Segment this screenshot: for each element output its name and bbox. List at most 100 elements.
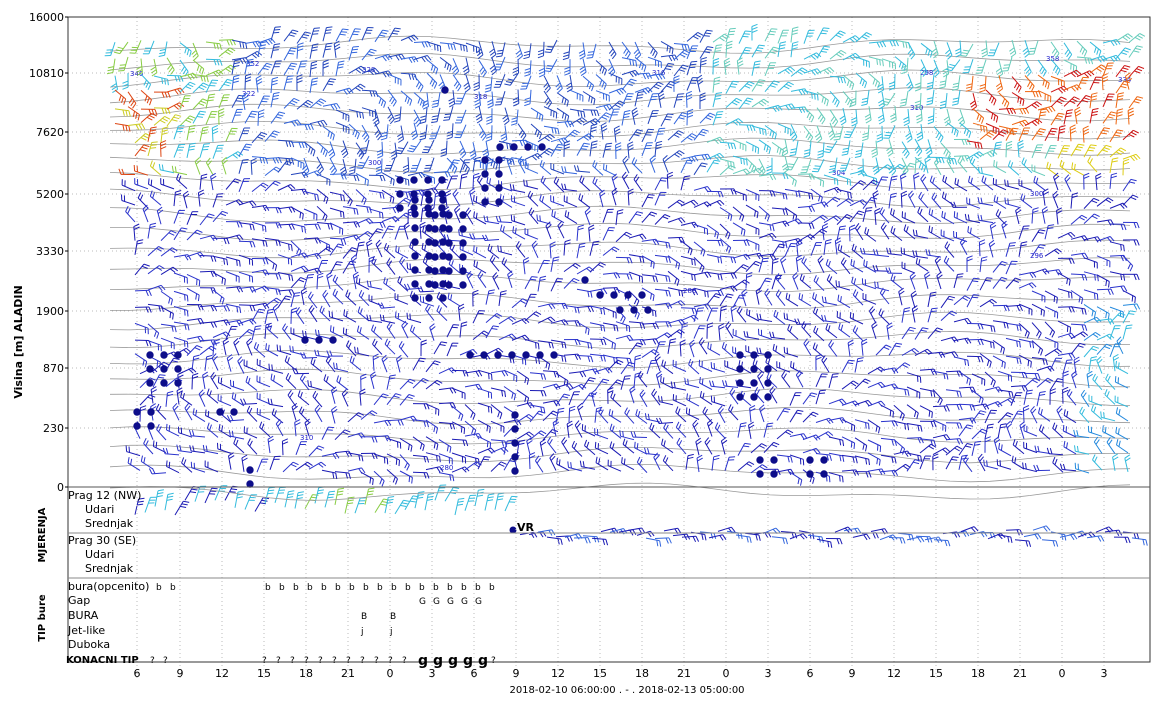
wind-barb-flag bbox=[459, 229, 460, 235]
wind-barb bbox=[759, 223, 773, 225]
wind-barb-flag bbox=[1106, 200, 1111, 203]
wind-barb-flag bbox=[716, 45, 722, 46]
wind-barb-flag bbox=[227, 79, 233, 81]
wind-barb-flag bbox=[328, 224, 330, 230]
wind-barb bbox=[524, 186, 538, 189]
wind-barb bbox=[375, 499, 384, 513]
wind-barb-flag bbox=[1077, 147, 1083, 148]
wind-barb-flag bbox=[982, 257, 988, 259]
wind-barb-flag bbox=[1067, 110, 1073, 111]
wind-barb-flag bbox=[1052, 106, 1056, 111]
wind-barb-flag bbox=[1079, 297, 1080, 303]
wind-barb-flag bbox=[261, 132, 267, 134]
wind-barb bbox=[681, 308, 695, 309]
wind-barb-flag bbox=[214, 60, 216, 66]
wind-barb bbox=[752, 62, 755, 76]
wind-barb bbox=[206, 95, 209, 109]
wind-barb-flag bbox=[918, 207, 920, 213]
wind-barb bbox=[1071, 274, 1085, 275]
wind-barb-flag bbox=[970, 228, 971, 234]
wind-barb bbox=[603, 288, 617, 289]
wind-barb-flag bbox=[1048, 83, 1050, 89]
wind-barb-flag bbox=[343, 212, 344, 218]
wind-barb bbox=[1090, 77, 1096, 90]
wind-barb-flag bbox=[303, 35, 309, 36]
wind-barb bbox=[558, 226, 564, 239]
wind-barb-flag bbox=[708, 115, 714, 117]
wind-barb bbox=[511, 190, 525, 193]
wind-barb-flag bbox=[588, 291, 589, 297]
wind-barb-flag bbox=[626, 232, 631, 235]
wind-barb bbox=[759, 259, 763, 273]
wind-barb-flag bbox=[1094, 47, 1096, 53]
wind-barb-flag bbox=[958, 156, 961, 161]
wind-barb-flag bbox=[981, 125, 982, 131]
wind-barb-flag bbox=[994, 195, 995, 201]
wind-barb-flag bbox=[291, 32, 297, 34]
wind-barb-flag bbox=[351, 52, 357, 53]
wind-barb-flag bbox=[726, 232, 728, 238]
wind-barb-flag bbox=[649, 195, 655, 196]
wind-barb-flag bbox=[1131, 132, 1136, 135]
wind-barb bbox=[213, 146, 218, 159]
wind-barb-flag bbox=[874, 249, 876, 255]
wind-barb-flag bbox=[1133, 155, 1137, 160]
wind-barb-flag bbox=[919, 192, 922, 197]
wind-barb-flag bbox=[383, 222, 385, 227]
wind-barb-flag bbox=[822, 119, 825, 124]
wind-barb-flag bbox=[706, 117, 712, 119]
wind-barb-flag bbox=[730, 28, 736, 29]
wind-barb-flag bbox=[1103, 130, 1109, 131]
wind-barb-flag bbox=[189, 128, 195, 129]
wind-barb-flag bbox=[865, 117, 870, 120]
wind-barb-flag bbox=[318, 273, 324, 275]
wind-barb-flag bbox=[171, 70, 175, 75]
wind-barb-flag bbox=[126, 110, 127, 116]
wind-barb-flag bbox=[323, 149, 325, 155]
wind-barb bbox=[1032, 171, 1045, 176]
wind-barb bbox=[275, 488, 280, 503]
wind-barb-flag bbox=[765, 214, 767, 220]
wind-barb-flag bbox=[892, 171, 896, 176]
wind-barb bbox=[551, 169, 564, 174]
wind-barb-flag bbox=[1068, 55, 1072, 60]
wind-barb-flag bbox=[944, 149, 947, 154]
wind-barb-flag bbox=[793, 214, 794, 220]
wind-barb-flag bbox=[233, 81, 239, 83]
wind-barb-flag bbox=[1125, 48, 1131, 50]
wind-barb-flag bbox=[688, 45, 690, 51]
wind-barb-flag bbox=[1102, 77, 1107, 80]
wind-barb bbox=[720, 159, 734, 162]
wind-barb bbox=[1065, 179, 1071, 192]
wind-barb-flag bbox=[273, 183, 279, 185]
wind-barb-flag bbox=[800, 535, 804, 539]
wind-barb-flag bbox=[904, 120, 909, 123]
wind-barb bbox=[979, 242, 980, 256]
wind-barb-flag bbox=[972, 281, 978, 282]
wind-barb-flag bbox=[355, 88, 360, 91]
wind-barb bbox=[200, 176, 201, 190]
wind-barb bbox=[206, 42, 220, 44]
wind-barb bbox=[1045, 146, 1051, 159]
wind-barb-flag bbox=[822, 31, 828, 32]
wind-barb bbox=[452, 123, 453, 137]
wind-barb-flag bbox=[656, 141, 662, 143]
wind-barb-flag bbox=[201, 85, 206, 88]
wind-barb-flag bbox=[418, 495, 424, 496]
wind-barb bbox=[889, 177, 892, 191]
wind-barb bbox=[512, 299, 523, 308]
wind-barb-flag bbox=[592, 141, 598, 143]
wind-barb bbox=[310, 79, 312, 93]
wind-barb-flag bbox=[463, 66, 468, 69]
wind-barb-flag bbox=[700, 265, 702, 271]
wind-barb bbox=[161, 291, 173, 299]
wind-barb-flag bbox=[665, 215, 671, 217]
wind-barb-flag bbox=[259, 110, 265, 112]
wind-barb-flag bbox=[921, 537, 924, 542]
wind-barb-flag bbox=[887, 248, 889, 254]
wind-barb-flag bbox=[439, 82, 443, 86]
wind-barb-flag bbox=[877, 59, 878, 65]
wind-barb-flag bbox=[520, 301, 525, 304]
wind-barb-flag bbox=[705, 273, 708, 278]
wind-barb bbox=[1019, 185, 1032, 190]
